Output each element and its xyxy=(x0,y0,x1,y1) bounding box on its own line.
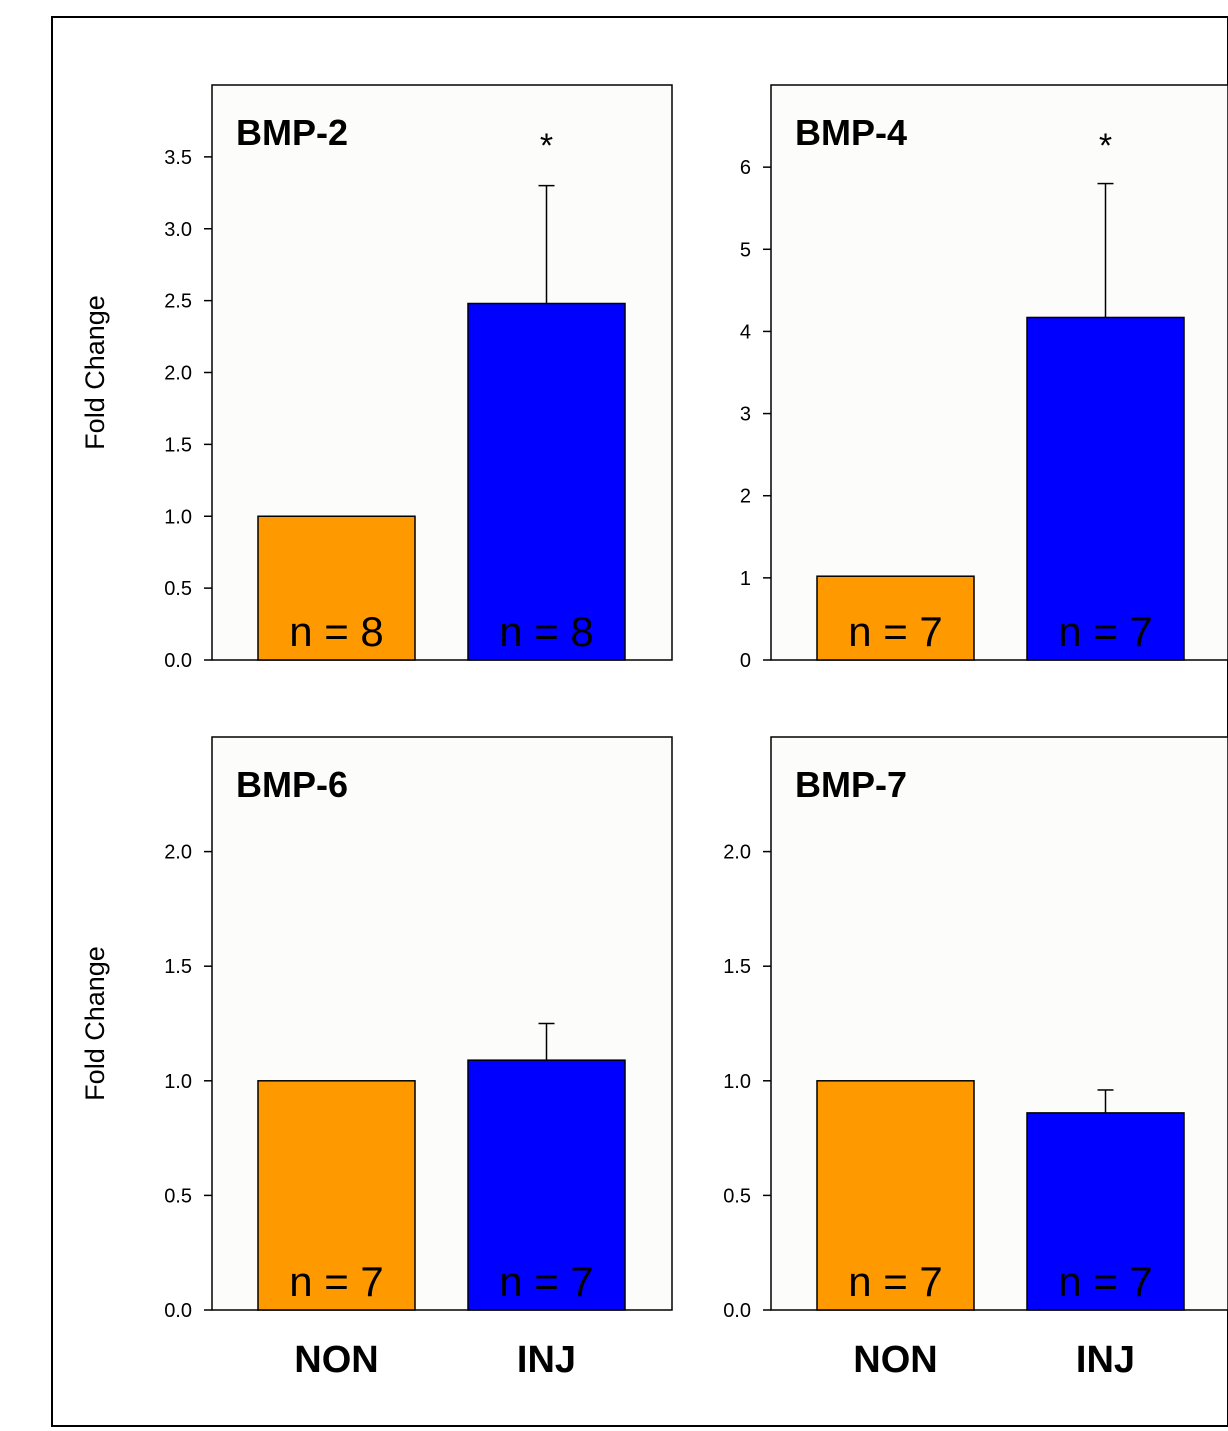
y-tick-label: 2.5 xyxy=(164,291,192,313)
n-label: n = 7 xyxy=(1058,608,1153,655)
y-tick-label: 1.5 xyxy=(164,434,192,456)
y-tick-label: 0.5 xyxy=(164,1185,192,1207)
chart-panel-2: 0 1 2 3 4 5 6 BMP-4 n = 7 * n = 7 xyxy=(740,84,1228,672)
n-label: n = 7 xyxy=(499,1258,594,1305)
chart-panel-3: 0.0 0.5 1.0 1.5 2.0 Fold Change BMP-6 n = 7 NON n… xyxy=(80,736,673,1381)
bar-non xyxy=(816,1080,975,1311)
bar-non xyxy=(257,1080,416,1311)
y-tick-label: 1 xyxy=(740,568,751,590)
y-tick-label: 0.0 xyxy=(164,1300,192,1322)
x-tick-label: NON xyxy=(294,1339,378,1381)
bar-non xyxy=(257,515,416,661)
bar-inj xyxy=(467,302,626,661)
n-label: n = 8 xyxy=(499,608,594,655)
y-tick-label: 0.5 xyxy=(164,578,192,600)
y-tick-label: 1.0 xyxy=(723,1071,751,1093)
y-tick-label: 3.0 xyxy=(164,219,192,241)
bar-inj xyxy=(1026,1112,1185,1311)
y-tick-label: 4 xyxy=(740,321,751,343)
y-axis-label: Fold Change xyxy=(80,295,110,450)
y-tick-label: 0.0 xyxy=(164,650,192,672)
panel-title: BMP-6 xyxy=(236,764,348,805)
n-label: n = 7 xyxy=(848,1258,943,1305)
y-tick-label: 5 xyxy=(740,239,751,261)
x-tick-label: INJ xyxy=(517,1339,576,1381)
y-tick-label: 3 xyxy=(740,404,751,426)
bar-non xyxy=(816,575,975,661)
panel-title: BMP-7 xyxy=(795,764,907,805)
y-tick-label: 2.0 xyxy=(723,842,751,864)
x-tick-label: NON xyxy=(853,1339,937,1381)
n-label: n = 8 xyxy=(289,608,384,655)
n-label: n = 7 xyxy=(1058,1258,1153,1305)
y-tick-label: 2 xyxy=(740,486,751,508)
n-label: n = 7 xyxy=(848,608,943,655)
y-tick-label: 1.5 xyxy=(164,956,192,978)
chart-panel-1: 0.0 0.5 1.0 1.5 2.0 2.5 3.0 3.5 Fold Change BMP-2… xyxy=(80,84,673,672)
y-tick-label: 0.0 xyxy=(723,1300,751,1322)
x-tick-label: INJ xyxy=(1076,1339,1135,1381)
bar-inj xyxy=(467,1059,626,1311)
panels-group: 0.0 0.5 1.0 1.5 2.0 2.5 3.0 3.5 Fold Change BMP-2… xyxy=(80,84,1228,1381)
y-tick-label: 1.5 xyxy=(723,956,751,978)
y-tick-label: 2.0 xyxy=(164,842,192,864)
significance-marker: * xyxy=(1099,127,1112,165)
panel-title: BMP-4 xyxy=(795,112,907,153)
y-tick-label: 3.5 xyxy=(164,147,192,169)
y-axis-label: Fold Change xyxy=(80,946,110,1101)
bar-inj xyxy=(1026,316,1185,661)
y-tick-label: 0 xyxy=(740,650,751,672)
y-tick-label: 1.0 xyxy=(164,1071,192,1093)
y-tick-label: 2.0 xyxy=(164,363,192,385)
n-label: n = 7 xyxy=(289,1258,384,1305)
y-tick-label: 6 xyxy=(740,157,751,179)
y-tick-label: 1.0 xyxy=(164,506,192,528)
panel-title: BMP-2 xyxy=(236,112,348,153)
significance-marker: * xyxy=(540,127,553,165)
y-tick-label: 0.5 xyxy=(723,1185,751,1207)
chart-panel-4: 0.0 0.5 1.0 1.5 2.0 BMP-7 n = 7 NON n = 7 INJ xyxy=(723,736,1228,1381)
